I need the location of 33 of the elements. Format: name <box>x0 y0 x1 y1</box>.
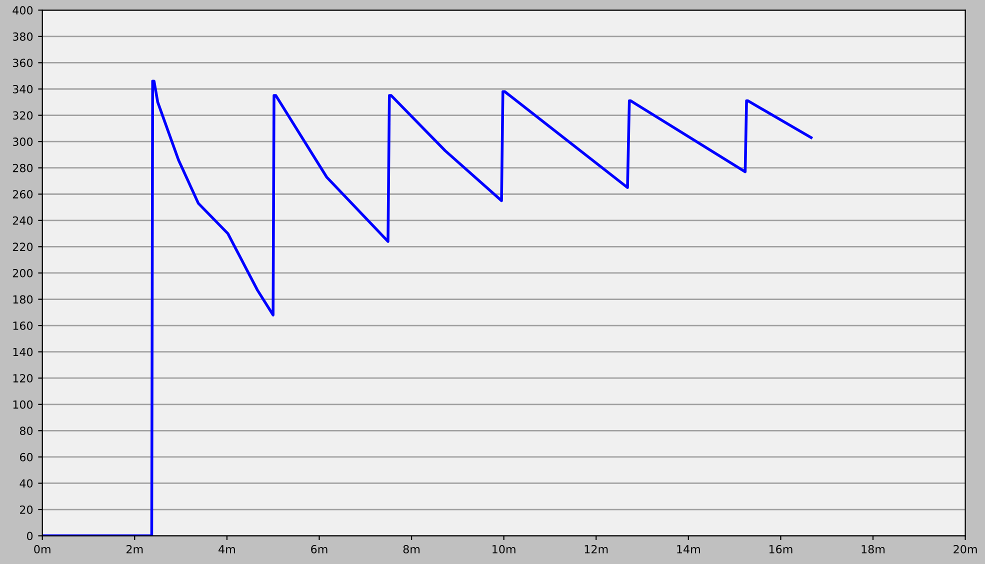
y-tick-label: 400 <box>12 6 33 15</box>
y-tick-label: 40 <box>20 479 33 488</box>
y-tick-label: 280 <box>12 164 33 172</box>
x-tick-label: 10m <box>492 545 516 554</box>
x-tick-label: 12m <box>584 545 608 554</box>
y-tick-label: 220 <box>12 242 33 252</box>
y-tick-label: 260 <box>12 190 33 199</box>
y-tick-label: 380 <box>12 32 33 41</box>
y-tick-label: 300 <box>12 138 33 146</box>
y-tick-label: 140 <box>13 348 33 356</box>
y-tick-label: 160 <box>13 322 33 330</box>
x-tick-label: 4m <box>218 545 235 554</box>
line-series <box>42 80 813 536</box>
y-tick-label: 0 <box>26 532 33 540</box>
y-tick-label: 60 <box>20 452 33 462</box>
y-tick-label: 100 <box>13 400 33 409</box>
x-tick-label: 14m <box>677 545 700 554</box>
y-tick-label: 180 <box>13 295 33 304</box>
x-tick-label: 0m <box>34 545 50 554</box>
y-tick-label: 120 <box>13 374 33 382</box>
y-tick-label: 240 <box>12 216 33 225</box>
y-tick-label: 20 <box>20 505 33 514</box>
x-tick-label: 8m <box>403 545 420 554</box>
y-tick-label: 80 <box>20 426 33 436</box>
x-tick-label: 16m <box>769 545 792 554</box>
x-tick-label: 18m <box>862 545 885 554</box>
x-tick-label: 6m <box>311 545 328 554</box>
x-tick-label: 2m <box>126 545 143 554</box>
y-tick-label: 320 <box>12 111 33 120</box>
y-tick-label: 340 <box>12 84 33 94</box>
y-tick-label: 360 <box>12 58 33 68</box>
x-tick-label: 20m <box>954 545 977 554</box>
y-tick-label: 200 <box>12 268 33 278</box>
